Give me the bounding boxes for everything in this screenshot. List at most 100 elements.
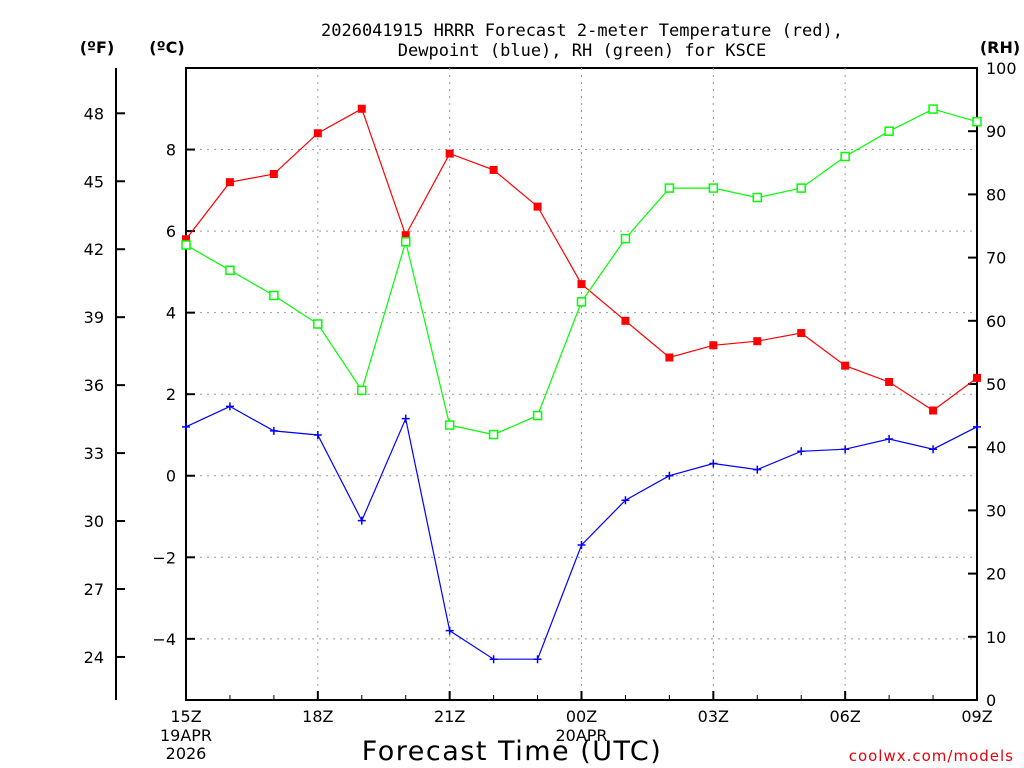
temperature-point	[621, 316, 630, 325]
temperature-point	[885, 377, 894, 386]
dewpoint-point	[445, 626, 454, 635]
temperature-point	[225, 178, 234, 187]
rh-tick-label: 40	[986, 438, 1006, 457]
rh-point	[796, 183, 806, 193]
rh-point	[313, 319, 323, 329]
temperature-point	[182, 235, 190, 244]
rh-tick-label: 50	[986, 375, 1006, 394]
rh-point	[181, 240, 191, 250]
rh-point	[664, 183, 675, 193]
fahrenheit-tick-label: 42	[84, 240, 104, 259]
dewpoint-point	[269, 426, 278, 435]
time-tick-label: 06Z	[830, 707, 861, 726]
time-tick-label: 15Z	[170, 707, 201, 726]
celsius-tick-label: 4	[166, 304, 176, 323]
rh-point	[840, 151, 850, 162]
time-tick-label: 00Z	[566, 707, 597, 726]
rh-point	[269, 290, 279, 301]
dewpoint-point	[577, 541, 586, 550]
fahrenheit-tick-label: 48	[84, 104, 104, 123]
rh-point	[884, 126, 894, 136]
temperature-point	[665, 353, 674, 362]
dewpoint-point	[709, 459, 718, 468]
fahrenheit-tick-label: 27	[84, 580, 104, 599]
celsius-axis-ticks: 8 6 4 2 0 −2 −4	[152, 141, 195, 649]
temperature-point	[797, 329, 806, 338]
celsius-tick-label: −4	[152, 630, 176, 649]
rh-tick-label: 100	[986, 59, 1017, 78]
dewpoint-point	[225, 402, 234, 411]
dewpoint-point	[665, 471, 674, 480]
unit-fahrenheit-label: (ºF)	[80, 38, 115, 57]
temperature-point	[973, 373, 981, 382]
rh-point	[972, 116, 982, 127]
temperature-point	[445, 149, 454, 158]
rh-tick-label: 20	[986, 565, 1006, 584]
data-series	[181, 104, 982, 664]
dewpoint-point	[797, 447, 806, 456]
dewpoint-point	[182, 422, 190, 431]
dewpoint-point	[533, 655, 542, 664]
temperature-line	[185, 107, 978, 412]
chart-title-line2: Dewpoint (blue), RH (green) for KSCE	[398, 41, 766, 61]
dewpoint-point	[929, 445, 938, 454]
temperature-point	[401, 231, 410, 240]
temperature-point	[841, 361, 850, 370]
fahrenheit-tick-label: 33	[84, 444, 104, 463]
rh-tick-label: 10	[986, 628, 1006, 647]
fahrenheit-tick-label: 36	[84, 376, 104, 395]
dewpoint-point	[973, 422, 981, 431]
credit-text: coolwx.com/models	[849, 747, 1014, 765]
rh-point	[225, 265, 235, 275]
rh-point	[620, 233, 631, 244]
time-tick-label: 09Z	[961, 707, 992, 726]
dewpoint-point	[753, 465, 762, 474]
celsius-tick-label: 0	[166, 467, 176, 486]
rh-point	[357, 385, 367, 396]
temperature-point	[577, 280, 586, 289]
date-label: 19APR	[160, 726, 212, 745]
fahrenheit-tick-label: 39	[84, 308, 104, 327]
unit-rh-label: (RH)	[980, 38, 1020, 57]
chart-title-line1: 2026041915 HRRR Forecast 2-meter Tempera…	[321, 21, 843, 41]
dewpoint-point	[401, 414, 410, 423]
rh-point	[488, 429, 499, 440]
dewpoint-point	[357, 516, 366, 525]
rh-tick-label: 60	[986, 312, 1006, 331]
temperature-point	[753, 337, 762, 346]
temperature-point	[269, 170, 278, 179]
celsius-tick-label: −2	[152, 548, 176, 567]
fahrenheit-axis-ticks: 48 45 42 39 36 33 30 27 24	[84, 104, 125, 667]
rh-point	[444, 420, 455, 430]
temperature-point	[709, 341, 718, 350]
temperature-point	[929, 406, 938, 415]
time-tick-label: 21Z	[434, 707, 465, 726]
rh-point	[400, 237, 411, 247]
dewpoint-point	[841, 445, 850, 454]
grid-lines	[186, 68, 977, 700]
celsius-tick-label: 2	[166, 385, 176, 404]
fahrenheit-tick-label: 30	[84, 512, 104, 531]
time-tick-label: 18Z	[302, 707, 333, 726]
time-tick-label: 03Z	[698, 707, 729, 726]
dewpoint-point	[489, 655, 498, 664]
temperature-point	[489, 165, 498, 174]
temperature-point	[313, 129, 322, 138]
rh-point	[532, 410, 543, 421]
year-label: 2026	[166, 744, 207, 763]
rh-tick-label: 90	[986, 122, 1006, 141]
fahrenheit-tick-label: 45	[84, 172, 104, 191]
dewpoint-point	[313, 430, 322, 439]
date-label: 20APR	[555, 726, 607, 745]
unit-celsius-label: (ºC)	[149, 38, 184, 57]
temperature-point	[357, 104, 366, 113]
rh-tick-label: 0	[986, 691, 996, 710]
rh-tick-label: 80	[986, 185, 1006, 204]
rh-point	[576, 297, 587, 307]
temperature-point	[533, 202, 542, 211]
rh-tick-label: 70	[986, 249, 1006, 268]
rh-tick-label: 30	[986, 501, 1006, 520]
rh-point	[708, 183, 719, 193]
